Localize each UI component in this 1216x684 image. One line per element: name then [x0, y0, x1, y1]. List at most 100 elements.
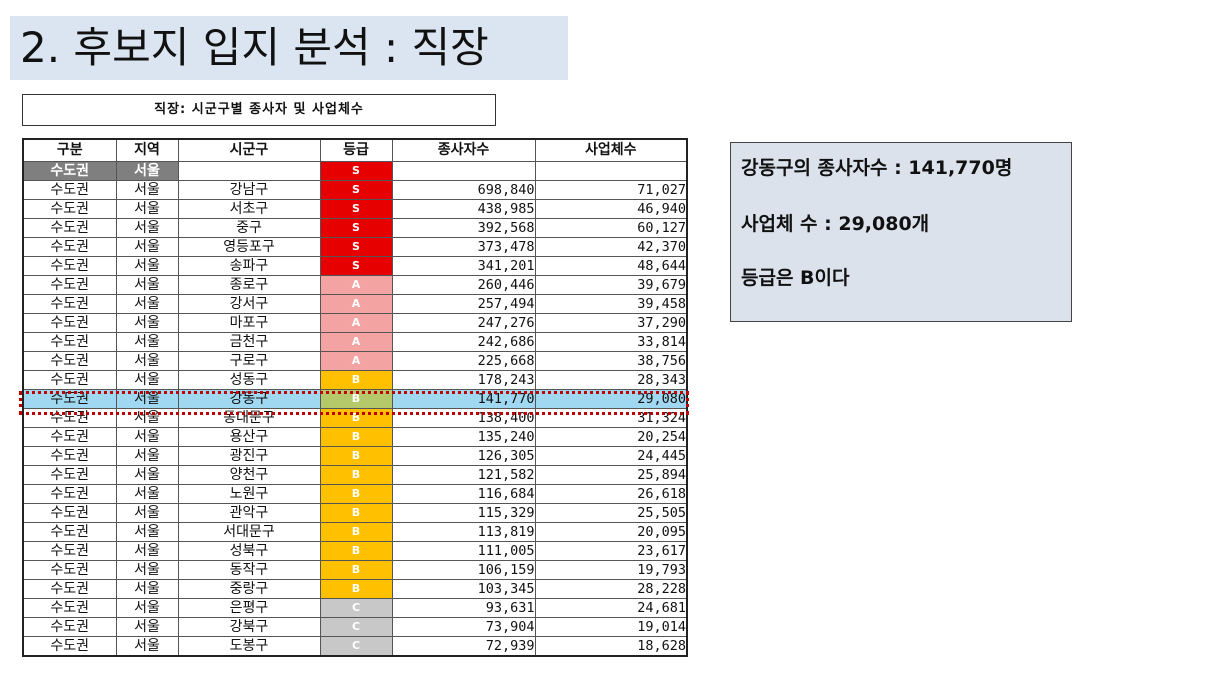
cell-businesses: 28,228 [534, 578, 688, 599]
cell-division: 수도권 [22, 540, 117, 561]
info-businesses: 사업체 수 : 29,080개 [741, 213, 930, 235]
table-row: 수도권 서울 중구 S 392,568 60,127 [22, 217, 688, 238]
cell-region: 서울 [115, 464, 179, 485]
cell-employees: 242,686 [391, 331, 536, 352]
table-header-row: 구분 지역 시군구 등급 종사자수 사업체수 [22, 138, 688, 162]
table-row: 수도권 서울 서대문구 B 113,819 20,095 [22, 521, 688, 542]
cell-businesses: 20,254 [534, 426, 688, 447]
cell-district: 서초구 [177, 198, 321, 219]
cell-grade: B [319, 407, 393, 428]
cell-division: 수도권 [22, 312, 117, 333]
cell-employees: 72,939 [391, 635, 536, 656]
cell-district: 노원구 [177, 483, 321, 504]
cell-grade: B [319, 502, 393, 523]
table-row: 수도권 서울 성북구 B 111,005 23,617 [22, 540, 688, 561]
header-division: 구분 [22, 138, 117, 162]
empty-cell [391, 160, 536, 181]
cell-grade: S [319, 198, 393, 219]
cell-employees: 257,494 [391, 293, 536, 314]
cell-district: 광진구 [177, 445, 321, 466]
cell-district: 서대문구 [177, 521, 321, 542]
subheader-region: 서울 [115, 160, 179, 181]
cell-grade: B [319, 445, 393, 466]
cell-division: 수도권 [22, 559, 117, 580]
cell-employees: 106,159 [391, 559, 536, 580]
table-row: 수도권 서울 중랑구 B 103,345 28,228 [22, 578, 688, 599]
table-row: 수도권 서울 도봉구 C 72,939 18,628 [22, 635, 688, 656]
cell-district: 강남구 [177, 179, 321, 200]
cell-grade: B [319, 369, 393, 390]
cell-grade: A [319, 293, 393, 314]
subheader-division: 수도권 [22, 160, 117, 181]
cell-district: 성북구 [177, 540, 321, 561]
table-row: 수도권 서울 성동구 B 178,243 28,343 [22, 369, 688, 390]
cell-district: 동대문구 [177, 407, 321, 428]
cell-division: 수도권 [22, 445, 117, 466]
cell-businesses: 19,793 [534, 559, 688, 580]
cell-employees: 138,400 [391, 407, 536, 428]
header-district: 시군구 [177, 138, 321, 162]
cell-division: 수도권 [22, 198, 117, 219]
cell-employees: 141,770 [391, 388, 536, 409]
cell-region: 서울 [115, 426, 179, 447]
cell-region: 서울 [115, 407, 179, 428]
table-row: 수도권 서울 은평구 C 93,631 24,681 [22, 597, 688, 618]
cell-employees: 698,840 [391, 179, 536, 200]
grade-cell: S [319, 160, 393, 181]
cell-division: 수도권 [22, 350, 117, 371]
cell-businesses: 39,679 [534, 274, 688, 295]
info-employees: 강동구의 종사자수 : 141,770명 [741, 157, 1013, 179]
cell-businesses: 25,894 [534, 464, 688, 485]
table-row: 수도권 서울 동작구 B 106,159 19,793 [22, 559, 688, 580]
table-row: 수도권 서울 강서구 A 257,494 39,458 [22, 293, 688, 314]
cell-businesses: 29,080 [534, 388, 688, 409]
cell-division: 수도권 [22, 502, 117, 523]
cell-businesses: 46,940 [534, 198, 688, 219]
cell-division: 수도권 [22, 483, 117, 504]
cell-grade: B [319, 426, 393, 447]
cell-grade: S [319, 255, 393, 276]
cell-businesses: 28,343 [534, 369, 688, 390]
cell-businesses: 18,628 [534, 635, 688, 656]
cell-employees: 126,305 [391, 445, 536, 466]
cell-region: 서울 [115, 274, 179, 295]
cell-region: 서울 [115, 502, 179, 523]
cell-division: 수도권 [22, 369, 117, 390]
cell-district: 강동구 [177, 388, 321, 409]
cell-division: 수도권 [22, 578, 117, 599]
table-subheader-row: 수도권 서울 S [22, 160, 688, 181]
cell-businesses: 19,014 [534, 616, 688, 637]
cell-district: 금천구 [177, 331, 321, 352]
table-row: 수도권 서울 노원구 B 116,684 26,618 [22, 483, 688, 504]
cell-division: 수도권 [22, 407, 117, 428]
cell-grade: B [319, 388, 393, 409]
table-row: 수도권 서울 종로구 A 260,446 39,679 [22, 274, 688, 295]
cell-division: 수도권 [22, 464, 117, 485]
cell-district: 용산구 [177, 426, 321, 447]
cell-division: 수도권 [22, 236, 117, 257]
cell-employees: 73,904 [391, 616, 536, 637]
table-caption: 직장: 시군구별 종사자 및 사업체수 [22, 94, 496, 126]
cell-grade: A [319, 312, 393, 333]
cell-businesses: 24,445 [534, 445, 688, 466]
cell-employees: 341,201 [391, 255, 536, 276]
cell-region: 서울 [115, 388, 179, 409]
cell-grade: S [319, 179, 393, 200]
table-row: 수도권 서울 영등포구 S 373,478 42,370 [22, 236, 688, 257]
cell-businesses: 31,324 [534, 407, 688, 428]
cell-district: 마포구 [177, 312, 321, 333]
cell-division: 수도권 [22, 635, 117, 656]
header-region: 지역 [115, 138, 179, 162]
cell-grade: C [319, 616, 393, 637]
cell-grade: C [319, 635, 393, 656]
cell-division: 수도권 [22, 331, 117, 352]
cell-grade: B [319, 483, 393, 504]
cell-grade: B [319, 540, 393, 561]
cell-region: 서울 [115, 369, 179, 390]
header-businesses: 사업체수 [534, 138, 688, 162]
cell-grade: S [319, 217, 393, 238]
table-row: 수도권 서울 구로구 A 225,668 38,756 [22, 350, 688, 371]
cell-district: 영등포구 [177, 236, 321, 257]
cell-district: 도봉구 [177, 635, 321, 656]
cell-employees: 438,985 [391, 198, 536, 219]
